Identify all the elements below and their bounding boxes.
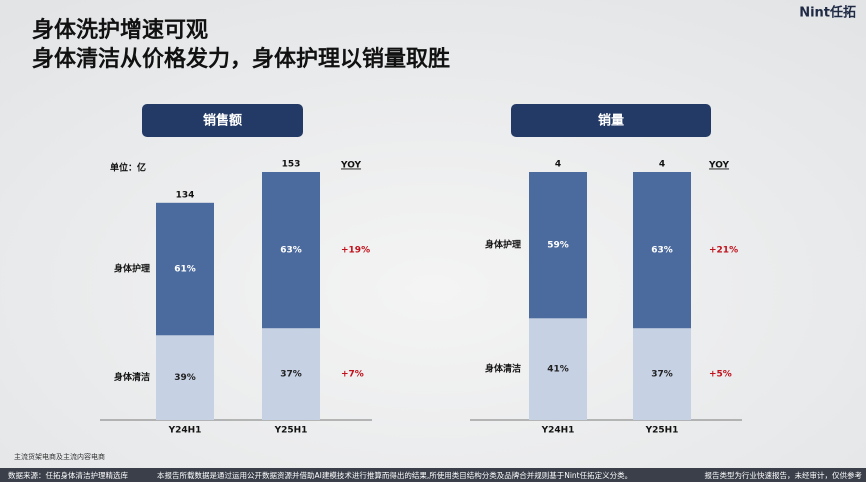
- legend-label: 身体护理: [114, 263, 150, 275]
- segment-label: 61%: [174, 265, 196, 275]
- bar-segment: [262, 328, 320, 420]
- yoy-label: +7%: [341, 370, 364, 380]
- segment-label: 63%: [280, 246, 302, 256]
- segment-label: 37%: [280, 370, 302, 380]
- title-line: 身体清洁从价格发力，身体护理以销量取胜: [32, 46, 450, 72]
- unit-label: 单位：亿: [110, 162, 146, 174]
- section-title: 销售额: [203, 113, 242, 129]
- section-title: 销量: [598, 113, 624, 129]
- segment-label: 37%: [651, 370, 673, 380]
- legend-label: 身体清洁: [485, 363, 521, 375]
- footer-text: 数据来源：任拓身体清洁护理精选库: [8, 470, 128, 480]
- note: 主流货架电商及主流内容电商: [14, 452, 105, 461]
- legend-label: 身体清洁: [114, 371, 150, 383]
- bar-segment: [262, 172, 320, 329]
- x-tick-label: Y24H1: [541, 426, 575, 436]
- segment-label: 41%: [547, 365, 569, 375]
- footer-bar: [0, 468, 866, 482]
- x-tick-label: Y24H1: [168, 426, 202, 436]
- bar-segment: [156, 202, 214, 336]
- title-line: 身体洗护增速可观: [32, 17, 208, 43]
- x-tick-label: Y25H1: [274, 426, 308, 436]
- section-header: [511, 104, 711, 137]
- footer-text: 本报告所载数据是通过运用公开数据资源并借助AI建模技术进行推算而得出的结果,所使…: [157, 470, 632, 480]
- segment-label: 39%: [174, 373, 196, 383]
- x-tick-label: Y25H1: [645, 426, 679, 436]
- yoy-label: +19%: [341, 246, 370, 256]
- footer-text: 报告类型为行业快速报告，未经审计，仅供参考: [705, 470, 863, 480]
- total-label: 153: [282, 160, 301, 170]
- bar-segment: [156, 335, 214, 420]
- segment-label: 59%: [547, 241, 569, 251]
- yoy-header: YOY: [340, 161, 362, 171]
- segment-label: 63%: [651, 246, 673, 256]
- yoy-label: +5%: [709, 370, 732, 380]
- yoy-label: +21%: [709, 246, 738, 256]
- logo: Nint任拓: [799, 5, 856, 21]
- bar-segment: [529, 318, 587, 420]
- total-label: 4: [659, 160, 665, 170]
- total-label: 4: [555, 160, 561, 170]
- bar-segment: [633, 328, 691, 420]
- yoy-header: YOY: [708, 161, 730, 171]
- bar-segment: [529, 172, 587, 319]
- total-label: 134: [176, 190, 195, 200]
- legend-label: 身体护理: [485, 239, 521, 251]
- section-header: [142, 104, 303, 137]
- bar-segment: [633, 172, 691, 329]
